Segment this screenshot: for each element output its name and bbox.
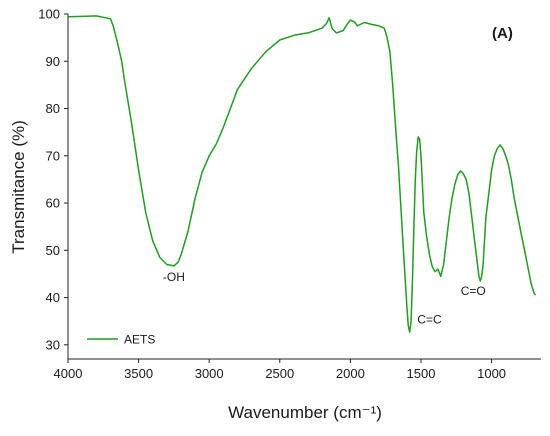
series — [67, 15, 537, 333]
axes — [67, 14, 541, 360]
peak-annotation: C=C — [417, 313, 442, 327]
y-tick-label: 100 — [38, 7, 60, 22]
x-axis-title: Wavenumber (cm⁻¹) — [228, 403, 382, 422]
y-tick-label: 70 — [46, 148, 60, 163]
panel-label: (A) — [492, 25, 513, 42]
x-tick-label: 1000 — [477, 366, 506, 381]
annotations: -OH C=C C=O — [163, 270, 486, 327]
y-tick-label: 60 — [46, 196, 60, 211]
y-tick-label: 90 — [46, 54, 60, 69]
x-tick-label: 4000 — [54, 366, 83, 381]
y-tick-label: 80 — [46, 101, 60, 116]
y-tick-label: 30 — [46, 337, 60, 352]
x-tick-label: 3500 — [124, 366, 153, 381]
legend-label: AETS — [124, 333, 155, 347]
peak-annotation: -OH — [163, 270, 185, 284]
y-tick-label: 40 — [46, 290, 60, 305]
legend: AETS — [87, 333, 155, 347]
x-tick-label: 2000 — [336, 366, 365, 381]
series-line-0 — [67, 15, 537, 333]
ticks: 4000 3500 3000 2500 2000 1500 1000 30 40 50 60 70 80… — [38, 7, 506, 382]
x-tick-label: 1500 — [407, 366, 436, 381]
y-tick-label: 50 — [46, 243, 60, 258]
peak-annotation: C=O — [461, 284, 486, 298]
x-tick-label: 2500 — [265, 366, 294, 381]
y-axis-title: Transmitance (%) — [9, 120, 28, 254]
x-tick-label: 3000 — [195, 366, 224, 381]
